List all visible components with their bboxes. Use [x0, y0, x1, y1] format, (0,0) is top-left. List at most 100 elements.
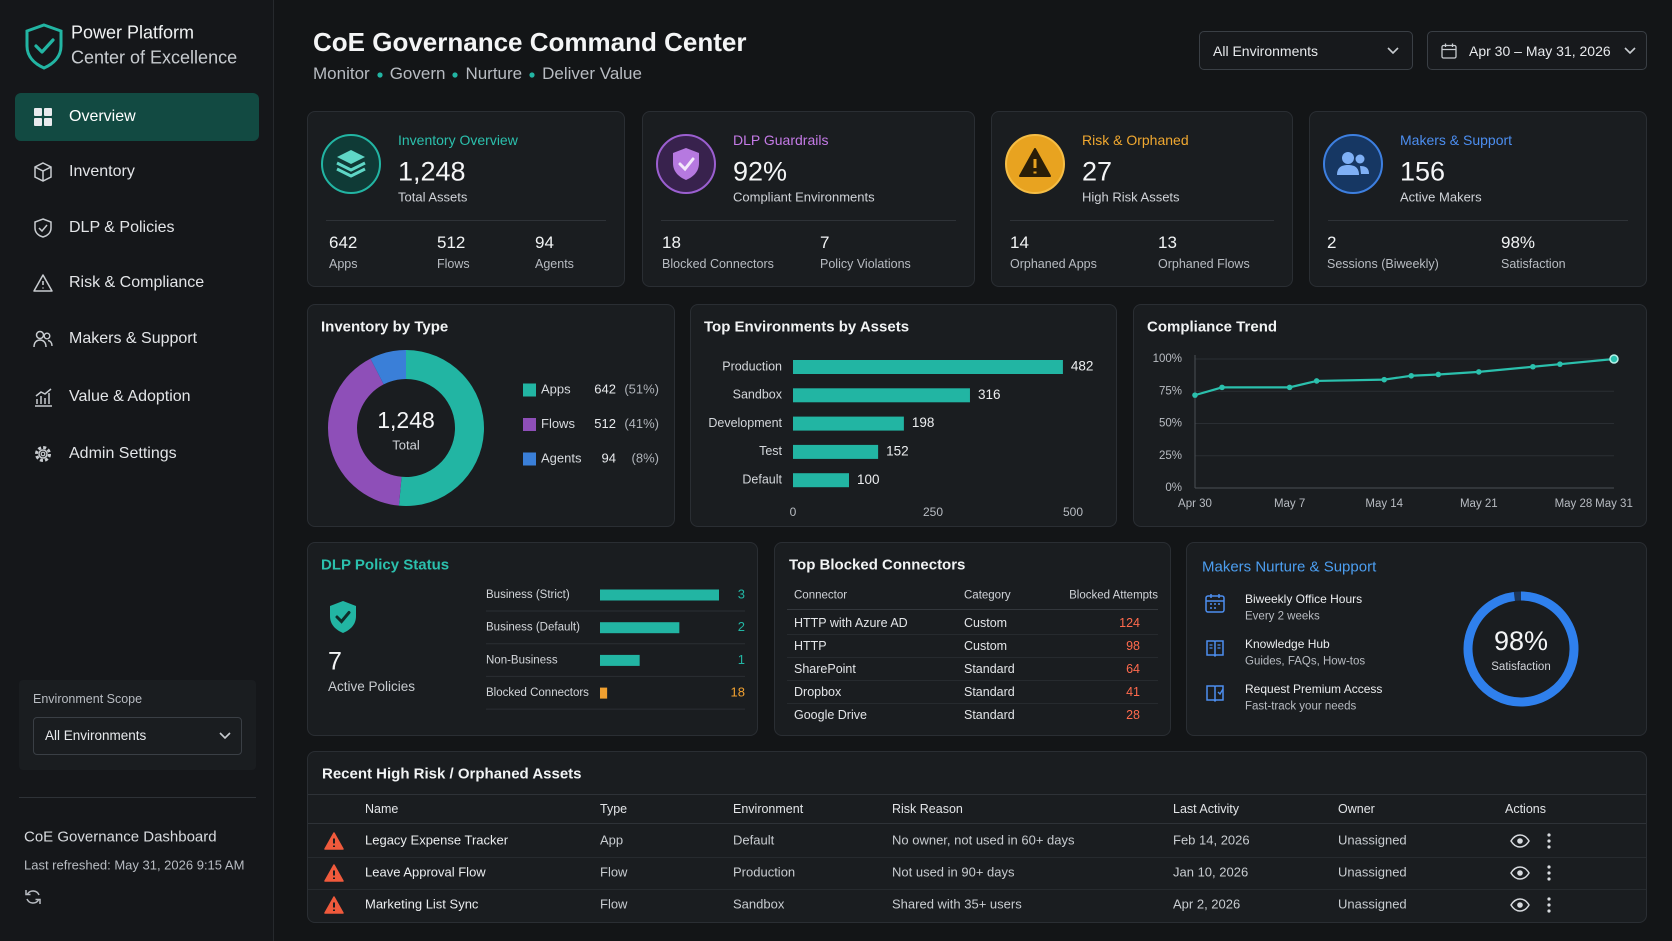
cell: Custom — [964, 615, 1008, 630]
donut-segment — [327, 358, 402, 506]
icon-path — [1206, 594, 1224, 609]
support-item-subtitle: Guides, FAQs, How-tos — [1245, 655, 1366, 668]
data-point — [1381, 376, 1388, 383]
footer-refreshed: Last refreshed: May 31, 2026 9:15 AM — [24, 857, 245, 873]
nav-label: DLP & Policies — [69, 218, 175, 236]
trend-line — [1194, 357, 1615, 397]
icon-circle — [35, 330, 45, 340]
cell: Unassigned — [1338, 864, 1407, 880]
scope-select[interactable]: All Environments — [33, 717, 242, 755]
nav-item[interactable]: Admin Settings — [15, 430, 259, 478]
chart-title: Inventory by Type — [321, 318, 449, 336]
nav-icon — [35, 446, 51, 462]
data-point — [1476, 369, 1482, 375]
kpi-card: Makers & Support 156 Active Makers 2 Session… — [1309, 111, 1647, 287]
stat-label: Satisfaction — [1501, 256, 1566, 271]
data-point — [1192, 392, 1198, 398]
kpi-value: 92% — [733, 156, 788, 187]
nav-item[interactable]: DLP & Policies — [15, 204, 259, 252]
data-point — [1408, 372, 1415, 379]
column-header: Connector — [794, 589, 848, 602]
icon-circle — [40, 451, 46, 457]
legend-swatch — [523, 418, 536, 431]
icon-circle — [1355, 154, 1365, 164]
more-action[interactable] — [1546, 897, 1552, 913]
column-header: Category — [964, 589, 1011, 602]
category-label: Test — [759, 444, 782, 458]
stat-label: Sessions (Biweekly) — [1327, 256, 1439, 271]
page-title: CoE Governance Command Center — [313, 27, 747, 58]
icon-circle — [1323, 134, 1383, 194]
bar — [600, 622, 680, 634]
icon-path — [1624, 47, 1636, 55]
view-action[interactable] — [1510, 866, 1530, 880]
table-card: Top Blocked Connectors Connector Category B… — [774, 542, 1171, 736]
nav-item[interactable]: Overview — [15, 93, 259, 141]
chevron-icon — [219, 732, 231, 740]
nav-item[interactable]: Inventory — [15, 148, 259, 196]
nav-item[interactable]: Value & Adoption — [15, 373, 259, 421]
refresh-icon[interactable] — [24, 888, 42, 906]
x-tick-label: May 28 — [1555, 498, 1593, 510]
environment-dropdown[interactable]: All Environments — [1199, 31, 1413, 70]
stat-value: 94 — [535, 233, 554, 253]
summary-value: 7 — [328, 647, 342, 676]
kpi-icon — [1323, 134, 1383, 194]
stat-value: 642 — [329, 233, 358, 253]
icon-path — [1209, 644, 1221, 649]
support-item-subtitle: Fast-track your needs — [1245, 700, 1357, 713]
icon-path — [335, 611, 351, 624]
icon-circle — [1342, 152, 1354, 164]
chart-card: DLP Policy Status Business (Strict) Busine… — [307, 542, 758, 736]
value-label: 198 — [912, 415, 935, 430]
cell: Default — [733, 832, 775, 848]
x-tick-label: May 14 — [1365, 498, 1403, 510]
icon-rect — [1205, 595, 1225, 613]
stat-value: 98% — [1501, 233, 1536, 253]
view-action[interactable] — [1510, 834, 1530, 848]
category-label: Business (Default) — [486, 622, 580, 634]
column-header: Owner — [1338, 801, 1375, 816]
date-range-picker[interactable]: Apr 30 – May 31, 2026 — [1427, 31, 1647, 70]
more-action[interactable] — [1546, 833, 1552, 849]
icon-circle — [1547, 877, 1551, 881]
chart-card: Top Environments by Assets Production Sand… — [690, 304, 1117, 527]
icon-path — [47, 339, 53, 347]
kpi-value: 27 — [1082, 156, 1113, 187]
value-label: 152 — [886, 443, 909, 458]
stat-label: Orphaned Flows — [1158, 256, 1250, 271]
stat-value: 2 — [1327, 233, 1337, 253]
icon-path — [34, 162, 52, 182]
subtitle-item: Govern — [389, 64, 446, 84]
support-icon — [1205, 594, 1225, 613]
legend-percent: (51%) — [624, 381, 659, 396]
subtitle-item: Deliver Value — [542, 64, 642, 84]
sidebar — [0, 0, 274, 941]
icon-path — [25, 23, 63, 70]
view-action[interactable] — [1510, 898, 1530, 912]
cell: 64 — [1126, 662, 1140, 676]
nav-label: Admin Settings — [69, 444, 177, 462]
more-action[interactable] — [1546, 865, 1552, 881]
icon-path — [337, 150, 365, 164]
cell: SharePoint — [794, 662, 856, 676]
legend-value: 94 — [602, 450, 616, 465]
nav-icon — [35, 388, 52, 407]
legend-percent: (41%) — [624, 416, 659, 431]
icon-rect — [34, 118, 42, 126]
stat-value: 512 — [437, 233, 466, 253]
nav-item[interactable]: Makers & Support — [15, 315, 259, 363]
row-divider — [308, 857, 1646, 858]
header-divider — [787, 609, 1158, 610]
cell: Dropbox — [794, 685, 842, 700]
icon-path — [336, 161, 366, 178]
calendar-icon — [1441, 43, 1457, 59]
nav-item[interactable]: Risk & Compliance — [15, 259, 259, 307]
value-label: 3 — [738, 586, 745, 601]
cell: Not used in 90+ days — [892, 864, 1015, 880]
icon-path — [38, 224, 48, 233]
icon-path — [678, 157, 695, 172]
row-divider — [787, 703, 1158, 705]
category-label: Sandbox — [733, 388, 783, 402]
icon-circle — [1517, 870, 1523, 876]
